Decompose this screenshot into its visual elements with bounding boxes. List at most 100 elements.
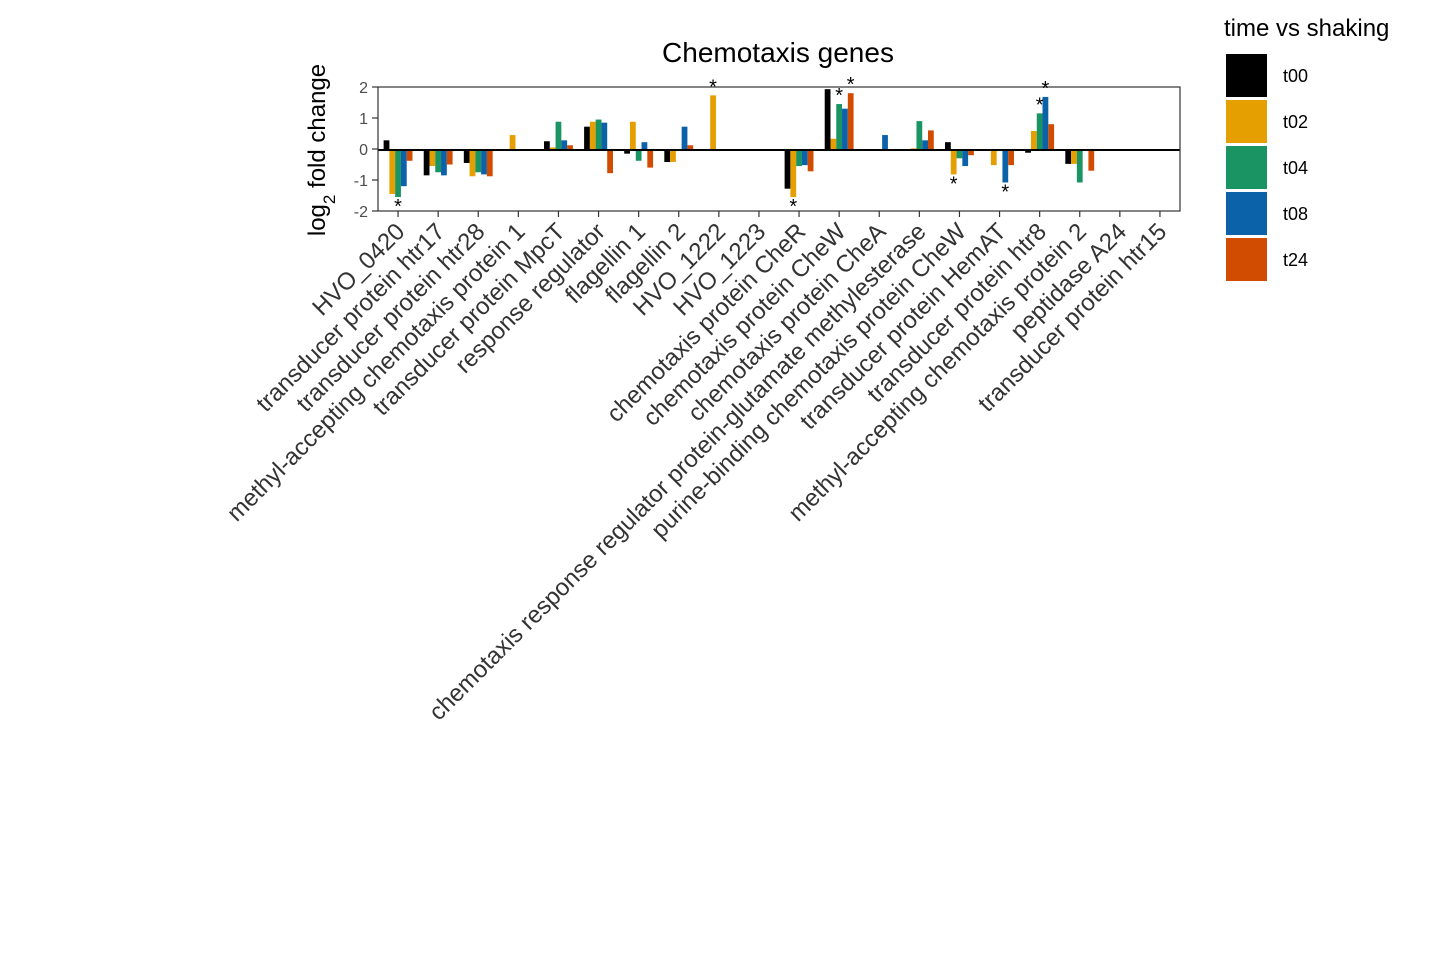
bar-t02-17: [1071, 149, 1077, 164]
bar-t02-1: [429, 149, 436, 167]
bar-t00-1: [423, 149, 430, 176]
significance-star: *: [950, 173, 958, 195]
bar-t02-8: [710, 95, 716, 149]
svg-text:log2 fold change: log2 fold change: [304, 64, 339, 236]
bar-t08-2: [481, 149, 487, 175]
bar-t24-4: [567, 145, 573, 149]
bar-t00-17: [1065, 149, 1072, 164]
legend-title: time vs shaking: [1224, 15, 1389, 42]
bar-t08-12: [882, 135, 888, 149]
bar-t08-15: [1002, 149, 1009, 183]
bar-t24-7: [687, 145, 694, 149]
bar-t04-13: [916, 121, 923, 149]
legend-label-t02: t02: [1283, 112, 1308, 132]
significance-markers: **** ** ***: [394, 74, 1049, 218]
bar-t08-4: [561, 140, 568, 149]
bar-t00-11: [824, 89, 831, 149]
significance-star: *: [1001, 181, 1009, 203]
legend-label-t00: t00: [1283, 66, 1308, 86]
bar-t08-14: [962, 149, 969, 167]
bar-t24-10: [807, 149, 814, 172]
bar-t02-14: [950, 149, 957, 175]
bar-t08-1: [441, 149, 447, 176]
y-tick-label: 1: [359, 111, 368, 128]
y-tick-label: 0: [359, 142, 368, 159]
bar-t04-5: [595, 119, 602, 149]
bar-t08-16: [1042, 96, 1049, 149]
significance-star: *: [835, 85, 843, 107]
bar-t24-0: [406, 149, 413, 161]
bar-t02-11: [830, 138, 837, 149]
legend-swatch-t00: [1226, 54, 1267, 97]
bar-t24-14: [968, 149, 974, 156]
bar-t04-0: [395, 149, 401, 198]
significance-star: *: [1042, 78, 1050, 100]
bar-t08-13: [922, 140, 929, 149]
bar-t00-0: [383, 140, 390, 149]
bar-t02-0: [389, 149, 396, 194]
significance-star: *: [1036, 94, 1044, 116]
y-axis-label-rest: fold change: [304, 64, 331, 195]
bar-t04-6: [635, 149, 642, 161]
bar-t02-16: [1030, 131, 1037, 149]
significance-star: *: [709, 76, 717, 98]
bar-t02-15: [990, 149, 997, 166]
bar-t08-0: [400, 149, 407, 187]
bar-t24-11: [847, 93, 854, 149]
bar-t00-4: [544, 141, 550, 149]
significance-star: *: [847, 74, 855, 96]
y-tick-label: -1: [354, 173, 368, 190]
bar-t00-7: [664, 149, 671, 163]
bar-t04-4: [555, 121, 562, 149]
significance-star: *: [394, 196, 402, 218]
legend-swatch-t04: [1226, 146, 1267, 189]
bar-t04-1: [435, 149, 442, 173]
bar-t02-3: [509, 135, 516, 149]
legend-swatch-t02: [1226, 100, 1267, 143]
bar-t24-17: [1088, 149, 1095, 171]
bar-t04-11: [836, 104, 843, 149]
bar-t24-2: [486, 149, 493, 177]
bar-t00-5: [584, 126, 590, 149]
legend-label-t04: t04: [1283, 158, 1308, 178]
legend-label-t24: t24: [1283, 250, 1308, 270]
bar-t24-5: [607, 149, 613, 174]
bar-t08-7: [681, 126, 688, 149]
bar-t04-17: [1076, 149, 1083, 183]
bar-t08-5: [601, 122, 608, 149]
bar-t00-10: [784, 149, 791, 189]
legend-label-t08: t08: [1283, 204, 1308, 224]
bar-t08-10: [801, 149, 808, 166]
bar-t04-16: [1036, 113, 1043, 149]
plot-panel-border: [377, 86, 1181, 212]
chart-title: Chemotaxis genes: [662, 37, 894, 68]
y-tick-label: 2: [359, 80, 368, 97]
legend-swatch-t24: [1226, 238, 1267, 281]
bar-t02-6: [629, 121, 636, 149]
bar-t24-13: [928, 130, 934, 149]
y-axis: -2 -1 0 1 2: [354, 80, 378, 221]
bar-t00-14: [945, 142, 951, 149]
bar-t02-10: [790, 149, 797, 198]
legend: time vs shaking t00 t02 t04 t08 t24: [1224, 15, 1389, 281]
legend-swatch-t08: [1226, 192, 1267, 235]
y-axis-label-main: log: [304, 204, 331, 236]
bar-t02-2: [469, 149, 476, 177]
bar-t02-5: [589, 121, 596, 149]
bar-t04-10: [796, 149, 802, 167]
bar-t24-6: [647, 149, 654, 168]
bar-t02-13: [910, 148, 917, 149]
bars-layer: [383, 89, 1175, 198]
bar-t08-11: [842, 108, 848, 149]
bar-t00-6: [624, 149, 630, 154]
bar-t24-15: [1008, 149, 1014, 166]
bar-t08-6: [641, 142, 648, 149]
bar-t02-7: [670, 149, 676, 163]
bar-t24-1: [446, 149, 453, 165]
bar-t04-14: [956, 149, 963, 159]
y-axis-label: log2 fold change: [304, 64, 339, 236]
bar-t02-4: [549, 147, 556, 149]
y-axis-label-sub: 2: [320, 195, 339, 204]
